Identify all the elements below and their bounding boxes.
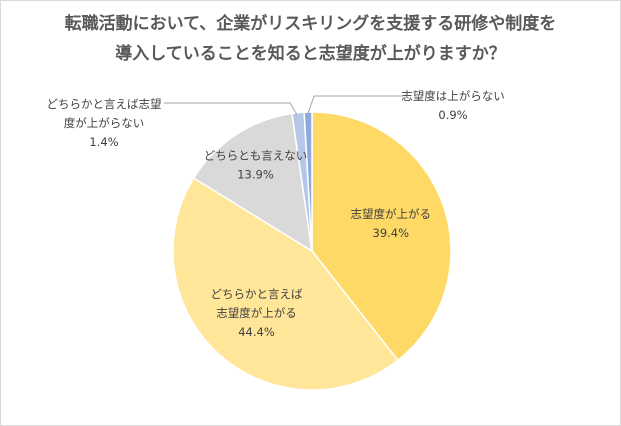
chart-title: 転職活動において、企業がリスキリングを支援する研修や制度を 導入していることを知… xyxy=(1,9,620,69)
pie-slice-3 xyxy=(192,112,313,253)
slice-4-label-line-1: どちらかと言えば志望 xyxy=(47,97,162,111)
slice-5-leader-line xyxy=(307,95,403,114)
slice-3-label-line-1: どちらとも言えない xyxy=(204,149,308,163)
slice-1-percent: 39.4% xyxy=(373,226,410,240)
chart-title-line-1: 転職活動において、企業がリスキリングを支援する研修や制度を xyxy=(64,14,557,34)
slice-2-label-line-2: 志望度が上がる xyxy=(216,306,297,320)
slice-2-percent: 44.4% xyxy=(238,325,275,339)
slice-5-label-line-1: 志望度は上がらない xyxy=(401,89,505,103)
slice-4-percent: 1.4% xyxy=(89,135,118,149)
pie-slice-1 xyxy=(311,111,452,362)
slice-3-percent: 13.9% xyxy=(237,168,274,182)
pie-slice-2 xyxy=(172,176,399,391)
slice-4-leader-line xyxy=(164,102,298,115)
chart-title-line-2: 導入していることを知ると志望度が上がりますか？ xyxy=(115,44,506,64)
slice-2-label-line-1: どちらかと言えば xyxy=(211,287,303,301)
slice-5-percent: 0.9% xyxy=(438,108,467,122)
slice-4-label-line-2: 度が上がらない xyxy=(64,116,145,130)
slice-1-label-line-1: 志望度が上がる xyxy=(351,207,432,221)
